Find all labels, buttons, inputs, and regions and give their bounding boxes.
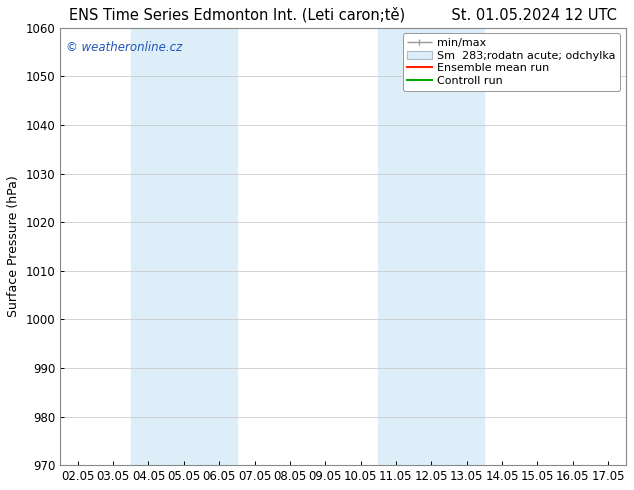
Bar	[131, 28, 237, 465]
Bar	[378, 28, 484, 465]
Legend: min/max, Sm  283;rodatn acute; odchylka, Ensemble mean run, Controll run: min/max, Sm 283;rodatn acute; odchylka, …	[403, 33, 620, 91]
Y-axis label: Surface Pressure (hPa): Surface Pressure (hPa)	[7, 175, 20, 318]
Title: ENS Time Series Edmonton Int. (Leti caron;tě)          St. 01.05.2024 12 UTC: ENS Time Series Edmonton Int. (Leti caro…	[69, 7, 617, 23]
Text: © weatheronline.cz: © weatheronline.cz	[66, 41, 182, 54]
